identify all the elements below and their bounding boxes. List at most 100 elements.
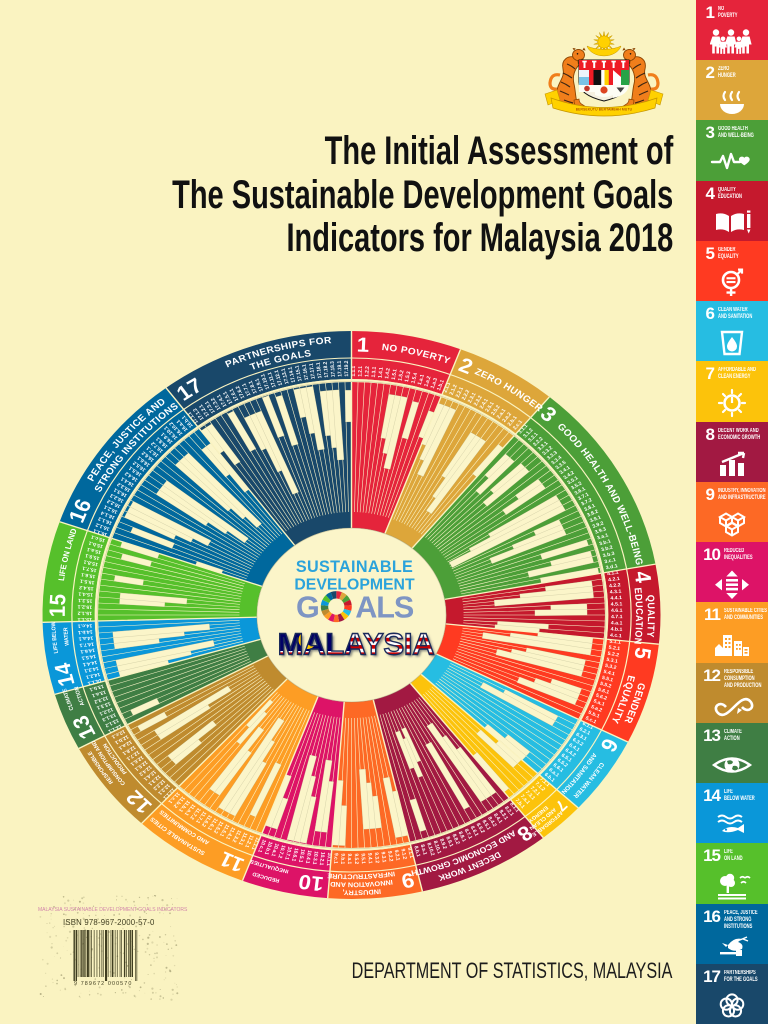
svg-text:5.a.1: 5.a.1 <box>592 698 605 707</box>
svg-text:7.1.1: 7.1.1 <box>538 776 551 788</box>
svg-text:4.b.1: 4.b.1 <box>610 627 622 633</box>
svg-text:1: 1 <box>356 333 369 356</box>
svg-text:2.3.1: 2.3.1 <box>467 392 478 404</box>
svg-text:1.a.1: 1.a.1 <box>417 374 426 386</box>
svg-text:3.8.1: 3.8.1 <box>583 503 596 513</box>
svg-text:9.a.1: 9.a.1 <box>346 853 352 864</box>
svg-text:7.1.2: 7.1.2 <box>534 781 547 793</box>
svg-text:3.3.3: 3.3.3 <box>546 450 559 461</box>
svg-text:10.4.1: 10.4.1 <box>304 850 313 864</box>
svg-text:3.7.1: 3.7.1 <box>577 492 590 502</box>
svg-text:4: 4 <box>629 570 655 585</box>
svg-text:1.5.4: 1.5.4 <box>410 372 419 384</box>
svg-text:15.1.2: 15.1.2 <box>77 610 92 616</box>
svg-text:3.b.2: 3.b.2 <box>600 545 613 554</box>
svg-text:8.10.2: 8.10.2 <box>425 842 435 857</box>
svg-text:10.b.1: 10.b.1 <box>263 841 274 856</box>
svg-text:8.5.1: 8.5.1 <box>480 819 491 831</box>
svg-text:ALS: ALS <box>355 591 414 625</box>
svg-text:5: 5 <box>629 646 656 661</box>
svg-text:14.a.1: 14.a.1 <box>78 635 93 642</box>
svg-text:12.b.1: 12.b.1 <box>113 733 129 745</box>
svg-text:17.6.2: 17.6.2 <box>235 385 247 400</box>
svg-text:11.3.2: 11.3.2 <box>230 829 242 843</box>
svg-text:5.2.1: 5.2.1 <box>608 645 621 652</box>
svg-text:5.5.2: 5.5.2 <box>599 681 612 690</box>
svg-text:14.c.1: 14.c.1 <box>77 622 92 628</box>
svg-text:10.6.1: 10.6.1 <box>290 847 299 861</box>
svg-text:17.15.1: 17.15.1 <box>294 365 304 382</box>
svg-text:15.b.1: 15.b.1 <box>88 540 104 550</box>
svg-text:3.3.2: 3.3.2 <box>541 445 554 457</box>
svg-text:2.2.2: 2.2.2 <box>461 389 472 401</box>
svg-text:16.3.2: 16.3.2 <box>116 481 132 493</box>
svg-text:14.3.1: 14.3.1 <box>83 665 99 674</box>
svg-text:3.5.1: 3.5.1 <box>566 475 579 486</box>
svg-text:5.4.1: 5.4.1 <box>603 669 616 677</box>
svg-text:10.a.1: 10.a.1 <box>269 843 279 858</box>
svg-text:6.4.2: 6.4.2 <box>564 748 577 759</box>
svg-text:3.9.1: 3.9.1 <box>589 515 602 525</box>
svg-text:15.4.2: 15.4.2 <box>79 584 94 591</box>
svg-text:9.1.2: 9.1.2 <box>399 848 407 860</box>
svg-text:9.4.1: 9.4.1 <box>366 853 373 864</box>
svg-text:8.6.1: 8.6.1 <box>469 825 480 837</box>
svg-text:14.5.1: 14.5.1 <box>81 653 97 661</box>
svg-text:15.8.1: 15.8.1 <box>83 558 99 567</box>
svg-text:8.5.2: 8.5.2 <box>475 822 486 834</box>
svg-text:4.c.1: 4.c.1 <box>610 633 622 640</box>
svg-text:8.a.1: 8.a.1 <box>419 844 428 856</box>
svg-text:5.6.2: 5.6.2 <box>595 693 608 702</box>
svg-text:BERSEKUTU BERTAMBAH MUTU: BERSEKUTU BERTAMBAH MUTU <box>576 108 633 112</box>
svg-text:6.b.1: 6.b.1 <box>543 772 556 784</box>
svg-text:3.6.1: 3.6.1 <box>574 486 587 496</box>
svg-text:2.2.1: 2.2.1 <box>455 386 466 398</box>
svg-text:4.2.1: 4.2.1 <box>608 576 621 583</box>
svg-text:16.3.1: 16.3.1 <box>113 486 129 498</box>
svg-text:3.1.2: 3.1.2 <box>522 427 535 439</box>
svg-text:7.2.1: 7.2.1 <box>529 785 542 797</box>
svg-text:3.9.3: 3.9.3 <box>594 526 607 535</box>
svg-text:17.11.1: 17.11.1 <box>267 371 278 388</box>
svg-text:2.1.1: 2.1.1 <box>442 381 452 393</box>
svg-text:17.7.1: 17.7.1 <box>241 382 252 397</box>
svg-text:2.1.2: 2.1.2 <box>449 384 459 396</box>
svg-text:WATER: WATER <box>63 627 71 646</box>
svg-text:1.5.3: 1.5.3 <box>404 371 413 383</box>
svg-text:3.3.1: 3.3.1 <box>537 441 550 453</box>
svg-text:13.1.3: 13.1.3 <box>101 712 117 723</box>
svg-text:10.7.2: 10.7.2 <box>276 844 286 859</box>
svg-text:8.8.1: 8.8.1 <box>457 831 468 843</box>
svg-text:14.6.1: 14.6.1 <box>80 647 95 655</box>
svg-text:6.3.2: 6.3.2 <box>571 737 584 748</box>
svg-text:9.b.1: 9.b.1 <box>339 853 346 864</box>
svg-text:6.5.1: 6.5.1 <box>560 753 573 764</box>
svg-text:5.2.2: 5.2.2 <box>607 651 620 658</box>
svg-text:15.1.1: 15.1.1 <box>77 616 92 622</box>
svg-text:INNOVATION AND: INNOVATION AND <box>330 878 393 887</box>
svg-text:10.2.1: 10.2.1 <box>318 852 326 866</box>
svg-text:9.c.1: 9.c.1 <box>332 853 339 864</box>
svg-text:4.5.1: 4.5.1 <box>611 602 623 608</box>
svg-text:10.5.1: 10.5.1 <box>297 849 306 863</box>
svg-text:3.b.3: 3.b.3 <box>602 551 615 559</box>
svg-text:3.3.5: 3.3.5 <box>554 460 567 471</box>
svg-text:DEVELOPMENT: DEVELOPMENT <box>294 576 415 593</box>
svg-text:8.3.1: 8.3.1 <box>497 809 509 821</box>
svg-text:SUSTAINABLE: SUSTAINABLE <box>296 558 413 576</box>
svg-text:9.5.1: 9.5.1 <box>359 853 366 864</box>
svg-text:9.5.2: 9.5.2 <box>353 853 359 864</box>
svg-text:8.4.1: 8.4.1 <box>492 812 504 824</box>
svg-text:4.7.1: 4.7.1 <box>611 614 623 620</box>
svg-text:9.3.2: 9.3.2 <box>373 852 380 863</box>
svg-text:6.2.1: 6.2.1 <box>578 726 591 736</box>
svg-text:13.3.2: 13.3.2 <box>93 694 109 704</box>
svg-text:16.1.2: 16.1.2 <box>95 521 111 531</box>
svg-text:5.b.1: 5.b.1 <box>587 710 601 720</box>
svg-text:14.4.1: 14.4.1 <box>82 659 98 667</box>
svg-text:8.b.1: 8.b.1 <box>412 845 421 857</box>
svg-text:3.b.1: 3.b.1 <box>598 538 611 547</box>
svg-text:2.3.2: 2.3.2 <box>473 395 484 407</box>
svg-text:17.16.1: 17.16.1 <box>301 364 310 381</box>
svg-text:3.9.2: 3.9.2 <box>592 520 605 529</box>
